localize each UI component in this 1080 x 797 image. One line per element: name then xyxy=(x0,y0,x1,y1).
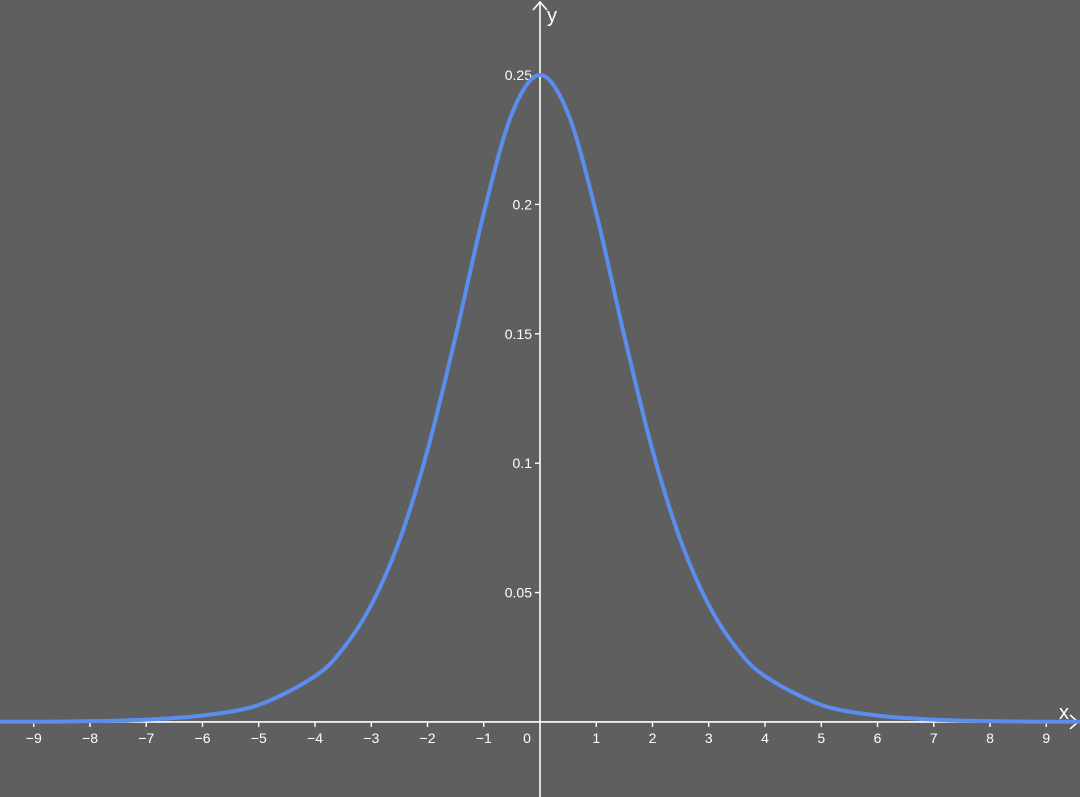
x-tick-label: −3 xyxy=(363,730,379,746)
y-tick-label: 0.05 xyxy=(505,585,532,601)
y-tick-label: 0.15 xyxy=(505,326,532,342)
series-layer xyxy=(0,73,1080,724)
x-tick-label: 9 xyxy=(1042,730,1050,746)
y-tick-label: 0.1 xyxy=(513,455,533,471)
x-tick-label: −8 xyxy=(82,730,98,746)
x-tick-label: −5 xyxy=(251,730,267,746)
y-axis-arrow xyxy=(532,0,548,11)
x-tick-label: −6 xyxy=(195,730,211,746)
x-tick-label: −1 xyxy=(476,730,492,746)
y-tick-label: 0.25 xyxy=(505,67,532,83)
x-tick-label: 4 xyxy=(761,730,769,746)
axis-labels: x y xyxy=(547,5,1069,724)
x-tick-label: 1 xyxy=(592,730,600,746)
x-axis-label: x xyxy=(1059,702,1069,724)
x-tick-label: 6 xyxy=(874,730,882,746)
x-tick-label: −7 xyxy=(138,730,154,746)
x-tick-label: −2 xyxy=(420,730,436,746)
x-tick-label: 3 xyxy=(705,730,713,746)
x-tick-label: 7 xyxy=(930,730,938,746)
series-line xyxy=(0,73,1080,724)
y-tick-label: 0.2 xyxy=(513,196,533,212)
x-tick-label: 0 xyxy=(523,730,531,746)
x-tick-label: 2 xyxy=(649,730,657,746)
y-axis-label: y xyxy=(547,5,557,27)
x-tick-label: −9 xyxy=(26,730,42,746)
x-tick-label: 8 xyxy=(986,730,994,746)
x-tick-label: −4 xyxy=(307,730,323,746)
x-tick-label: 5 xyxy=(817,730,825,746)
